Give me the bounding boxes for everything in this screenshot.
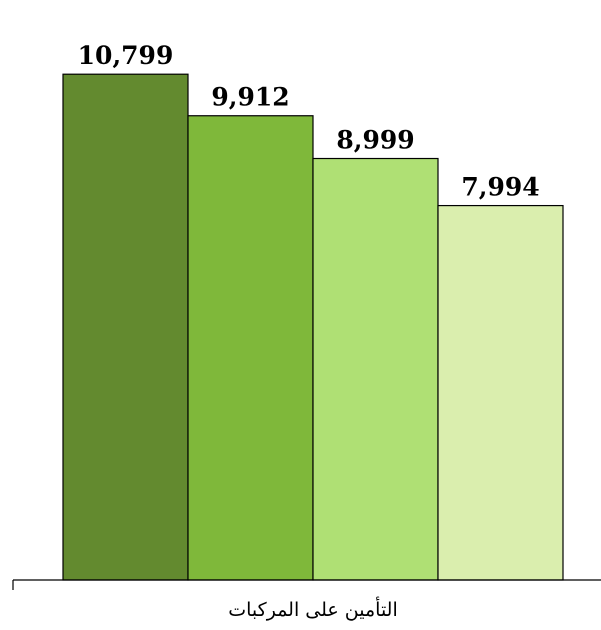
value-label-4: 7,994 xyxy=(461,173,539,202)
bar-1 xyxy=(62,73,189,581)
bars-group xyxy=(62,73,564,581)
category-label: التأمين على المركبات xyxy=(228,596,398,621)
value-labels-group: 10,799 9,912 8,999 7,994 xyxy=(78,41,540,201)
bar-4 xyxy=(437,204,564,581)
value-label-3: 8,999 xyxy=(336,126,414,155)
value-label-2: 9,912 xyxy=(211,83,289,112)
value-label-1: 10,799 xyxy=(78,41,174,70)
bar-2 xyxy=(187,115,314,581)
bar-3 xyxy=(312,157,439,581)
